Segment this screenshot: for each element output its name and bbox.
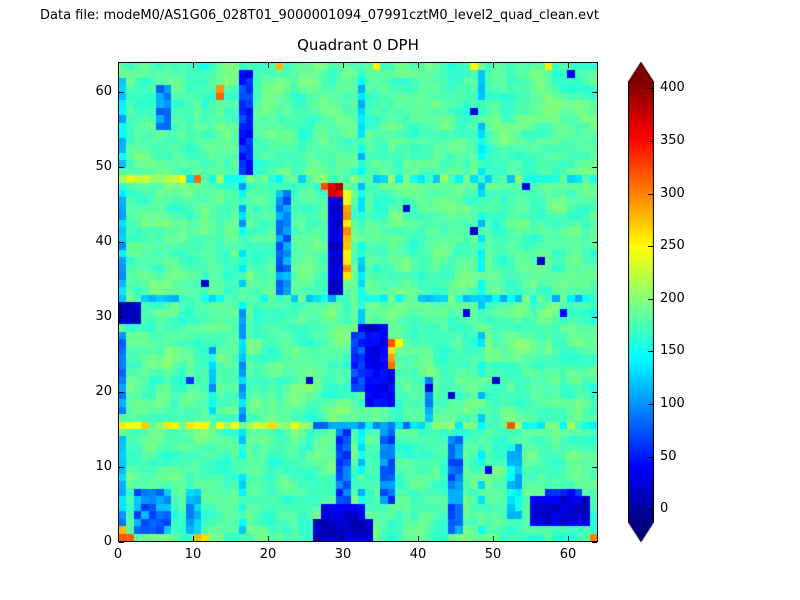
tick-mark [648,457,653,458]
x-tick-label: 40 [409,547,427,562]
tick-mark [493,63,494,68]
tick-mark [648,88,653,89]
x-tick-label: 10 [184,547,202,562]
tick-mark [648,404,653,405]
y-tick-label: 60 [95,84,112,99]
data-file-label: Data file: modeM0/AS1G06_028T01_90000010… [40,8,599,23]
y-tick-label: 0 [103,534,112,549]
heatmap-axes [118,62,598,542]
colorbar-tick-label: 250 [660,238,685,253]
colorbar [628,62,654,542]
tick-mark [648,246,653,247]
colorbar-tick-label: 400 [660,80,685,95]
tick-mark [268,63,269,68]
x-tick-label: 30 [334,547,352,562]
tick-mark [343,536,344,541]
colorbar-tick-label: 300 [660,186,685,201]
colorbar-tick-label: 100 [660,396,685,411]
tick-mark [493,536,494,541]
tick-mark [119,542,124,543]
x-tick-label: 20 [259,547,277,562]
tick-mark [592,167,597,168]
colorbar-tick-label: 150 [660,343,685,358]
tick-mark [193,63,194,68]
colorbar-tick-label: 200 [660,291,685,306]
tick-mark [648,509,653,510]
tick-mark [648,351,653,352]
tick-mark [592,92,597,93]
tick-mark [648,194,653,195]
tick-mark [568,536,569,541]
tick-mark [268,536,269,541]
tick-mark [119,317,124,318]
y-tick-label: 40 [95,234,112,249]
x-tick-label: 0 [113,547,123,562]
plot-title: Quadrant 0 DPH [297,36,419,54]
tick-mark [119,392,124,393]
tick-mark [648,141,653,142]
x-tick-label: 60 [559,547,577,562]
tick-mark [119,92,124,93]
tick-mark [193,536,194,541]
tick-mark [119,242,124,243]
colorbar-tick-label: 50 [660,449,677,464]
colorbar-tick-label: 0 [660,501,669,516]
y-tick-label: 10 [95,459,112,474]
tick-mark [118,63,119,68]
tick-mark [119,467,124,468]
tick-mark [119,167,124,168]
colorbar-canvas [628,62,654,542]
tick-mark [568,63,569,68]
tick-mark [418,63,419,68]
colorbar-tick-label: 350 [660,133,685,148]
y-tick-label: 50 [95,159,112,174]
tick-mark [592,242,597,243]
x-tick-label: 50 [484,547,502,562]
tick-mark [118,536,119,541]
y-tick-label: 30 [95,309,112,324]
tick-mark [592,392,597,393]
tick-mark [592,542,597,543]
tick-mark [343,63,344,68]
tick-mark [592,467,597,468]
tick-mark [592,317,597,318]
tick-mark [418,536,419,541]
tick-mark [648,299,653,300]
y-tick-label: 20 [95,384,112,399]
heatmap-canvas [119,63,597,541]
